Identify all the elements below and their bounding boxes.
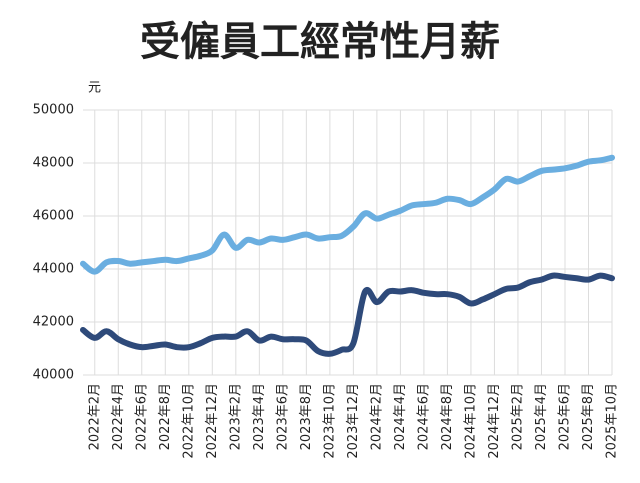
- x-tick-label: 2025年2月: [510, 383, 525, 450]
- x-tick-label: 2022年6月: [134, 383, 149, 450]
- x-tick-label: 2025年6月: [557, 383, 572, 450]
- x-tick-label: 2023年12月: [346, 383, 361, 459]
- y-tick-label: 42000: [33, 315, 74, 330]
- y-tick-label: 50000: [33, 103, 74, 118]
- x-tick-label: 2024年8月: [440, 383, 455, 450]
- x-tick-label: 2024年12月: [487, 383, 502, 459]
- x-tick-label: 2023年2月: [228, 383, 243, 450]
- x-tick-label: 2023年8月: [299, 383, 314, 450]
- y-tick-label: 46000: [33, 209, 74, 224]
- x-tick-label: 2022年12月: [205, 383, 220, 459]
- y-axis-label: 元: [88, 81, 101, 96]
- x-tick-label: 2022年4月: [111, 383, 126, 450]
- x-tick-label: 2024年4月: [393, 383, 408, 450]
- y-tick-label: 40000: [33, 368, 74, 383]
- x-tick-label: 2022年10月: [181, 383, 196, 459]
- x-tick-label: 2023年4月: [252, 383, 267, 450]
- x-tick-label: 2023年10月: [322, 383, 337, 459]
- y-tick-label: 48000: [33, 156, 74, 171]
- x-tick-label: 2022年2月: [87, 383, 102, 450]
- x-tick-label: 2023年6月: [275, 383, 290, 450]
- y-tick-label: 44000: [33, 262, 74, 277]
- line-series: [80, 154, 615, 275]
- x-tick-label: 2022年8月: [158, 383, 173, 450]
- x-tick-label: 2024年2月: [369, 383, 384, 450]
- x-tick-label: 2025年10月: [605, 383, 620, 459]
- x-tick-label: 2025年4月: [534, 383, 549, 450]
- x-tick-label: 2024年6月: [416, 383, 431, 450]
- x-tick-label: 2024年10月: [463, 383, 478, 459]
- x-tick-label: 2025年8月: [581, 383, 596, 450]
- chart-title: 受僱員工經常性月薪: [140, 19, 500, 65]
- line-series: [80, 272, 615, 357]
